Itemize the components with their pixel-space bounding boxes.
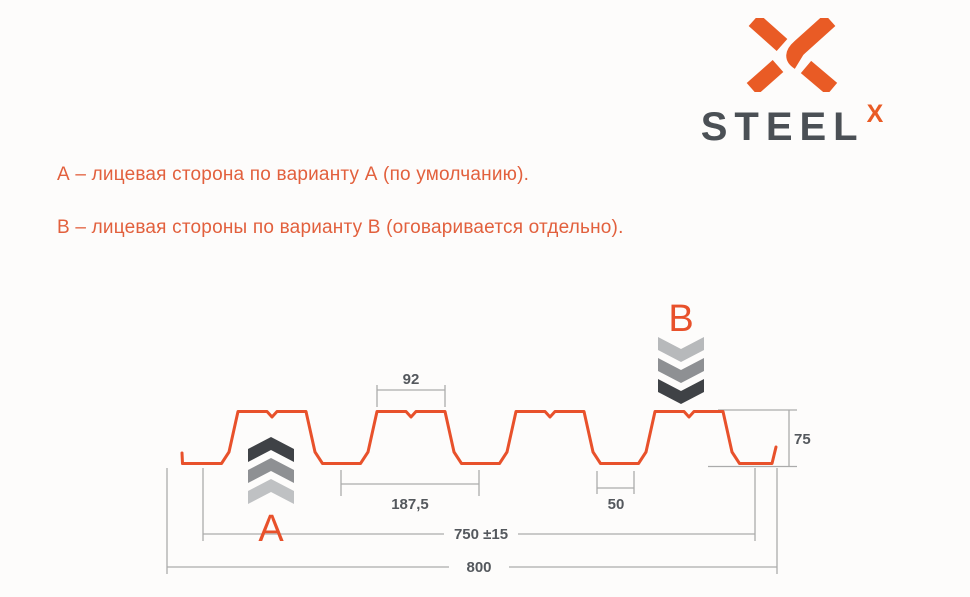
- dim-label-187-5: 187,5: [391, 496, 429, 513]
- steelx-logo: STEELX: [672, 18, 912, 147]
- dim-rib-bottom-width: 50: [596, 471, 635, 513]
- dim-rib-pitch: 187,5: [340, 470, 480, 513]
- logo-brand-text: STEEL: [700, 105, 865, 149]
- chevron-up-dark: [248, 437, 294, 462]
- dim-overall-width: 800: [166, 468, 778, 576]
- x-mark-arm-bottom-left: [746, 60, 784, 92]
- x-mark-arm-bottom-right: [800, 60, 838, 92]
- dim-label-75: 75: [794, 431, 811, 448]
- dim-label-750: 750 ±15: [454, 526, 508, 543]
- side-b-chevrons-icon: [658, 337, 704, 404]
- side-a-chevrons-icon: [248, 437, 294, 504]
- side-b-label: В: [668, 298, 693, 340]
- logo-superscript-x: X: [866, 100, 884, 128]
- legend-variant-b: В – лицевая стороны по варианту В (огова…: [57, 217, 624, 238]
- chevron-up-light: [248, 479, 294, 504]
- chevron-up-mid: [248, 458, 294, 483]
- legend-variant-a: А – лицевая сторона по варианту А (по ум…: [57, 164, 530, 185]
- steelx-x-mark-icon: [746, 18, 838, 92]
- side-a-label: А: [258, 508, 284, 550]
- logo-wordmark: STEELX: [672, 100, 912, 149]
- dim-working-width: 750 ±15: [202, 468, 756, 543]
- dim-label-92: 92: [403, 371, 420, 388]
- x-mark-arm-top-left: [748, 18, 788, 51]
- chevron-down-light: [658, 337, 704, 362]
- dim-rib-top-width: 92: [376, 371, 446, 407]
- dim-profile-height: 75: [708, 409, 811, 468]
- profile-outline: [180, 410, 778, 465]
- x-mark-arm-top-right: [786, 18, 836, 69]
- chevron-down-mid: [658, 358, 704, 383]
- dim-label-50: 50: [608, 496, 625, 513]
- chevron-down-dark: [658, 379, 704, 404]
- dim-label-800: 800: [466, 559, 491, 576]
